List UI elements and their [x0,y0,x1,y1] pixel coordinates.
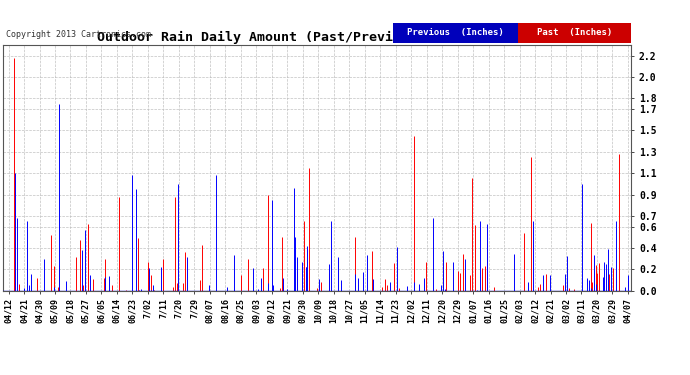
Title: Outdoor Rain Daily Amount (Past/Previous Year) 20130412: Outdoor Rain Daily Amount (Past/Previous… [97,31,538,44]
Text: Copyright 2013 Cartronics.com: Copyright 2013 Cartronics.com [6,30,150,39]
Text: Previous  (Inches): Previous (Inches) [407,28,504,38]
Text: Past  (Inches): Past (Inches) [538,28,613,38]
